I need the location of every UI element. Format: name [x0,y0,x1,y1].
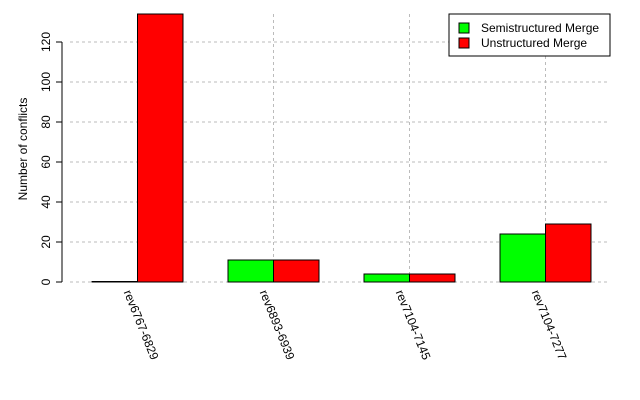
y-tick-label: 120 [39,32,53,52]
y-tick-label: 0 [39,278,53,285]
legend-label: Semistructured Merge [481,21,599,35]
bar [545,223,592,283]
x-axis-labels: rev6767-6829 rev6893-6939 rev7104-7145 rev7… [121,288,570,362]
y-axis: 0 20 40 60 80 100 120 [39,32,63,285]
legend-box [448,13,611,57]
y-tick-label: 40 [39,195,53,209]
bars [91,13,592,283]
y-tick-label: 60 [39,155,53,169]
legend-swatch [458,22,470,34]
x-tick-label: rev6767-6829 [121,288,162,362]
bar [273,259,320,283]
y-axis-label: Number of conflicts [16,98,30,201]
legend-swatch [458,37,470,49]
bar [227,259,274,283]
y-tick-label: 80 [39,115,53,129]
bar [91,281,138,283]
bar [137,13,184,283]
x-tick-label: rev7104-7145 [393,288,434,362]
bar [409,273,456,283]
y-tick-label: 20 [39,235,53,249]
bar [499,233,546,283]
x-tick-label: rev6893-6939 [257,288,298,362]
legend-label: Unstructured Merge [481,36,587,50]
bar [363,273,410,283]
x-tick-label: rev7104-7277 [529,288,570,362]
y-tick-label: 100 [39,72,53,92]
